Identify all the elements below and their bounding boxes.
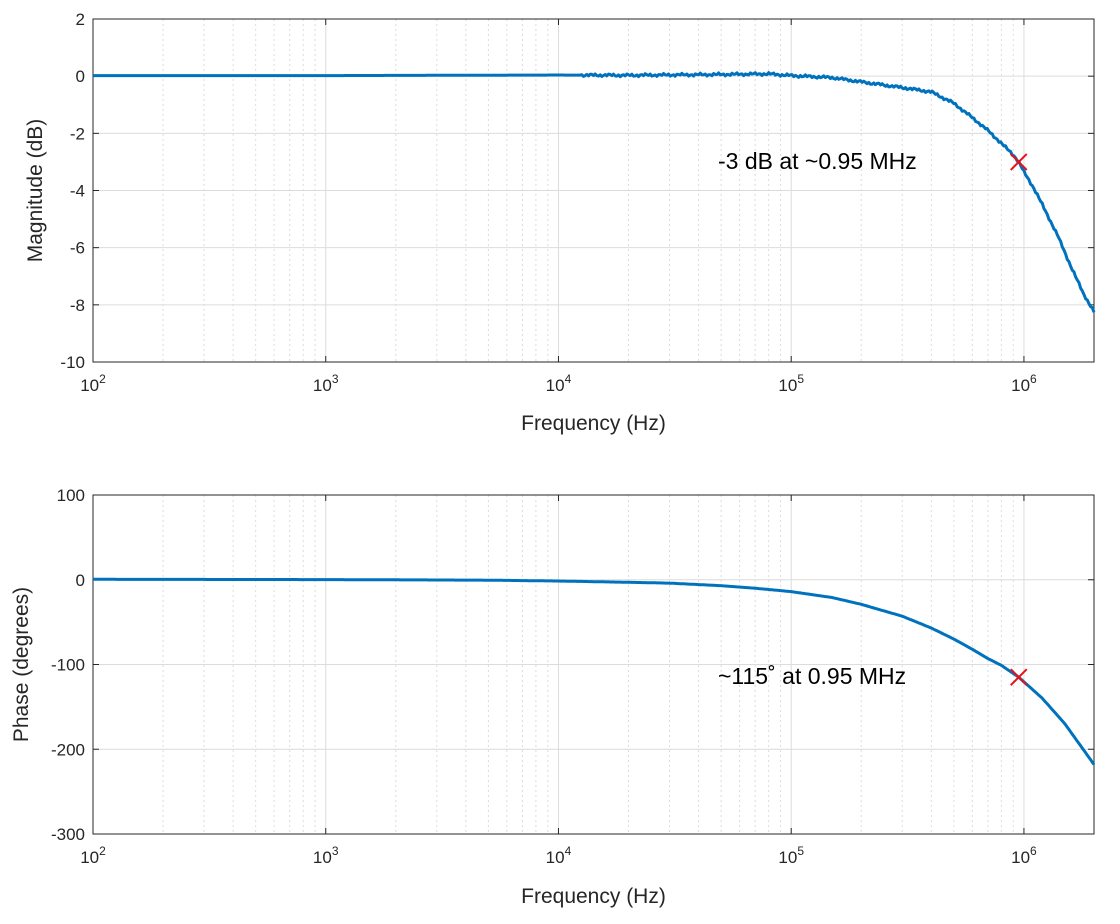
annotation-label: -3 dB at ~0.95 MHz: [718, 148, 917, 174]
x-tick-label: 105: [778, 844, 804, 867]
x-tick-label: 106: [1011, 372, 1037, 395]
y-tick-label: 0: [76, 571, 85, 590]
annotation-x-marker: [1010, 668, 1028, 686]
x-tick-label: 104: [546, 372, 572, 395]
y-tick-label: 0: [76, 67, 85, 86]
magnitude-series-line: [93, 71, 1096, 313]
y-tick-label: -300: [51, 825, 85, 844]
annotation-x-marker: [1010, 153, 1028, 171]
y-axis-label: Magnitude (dB): [24, 119, 47, 263]
y-tick-label: -100: [51, 656, 85, 675]
x-tick-label: 102: [80, 372, 106, 395]
x-axis-label: Frequency (Hz): [521, 885, 666, 908]
x-tick-label: 103: [313, 844, 339, 867]
y-tick-label: -8: [70, 296, 85, 315]
x-tick-label: 103: [313, 372, 339, 395]
x-marker-stroke: [1010, 153, 1028, 171]
y-tick-label: -200: [51, 740, 85, 759]
x-marker-stroke: [1010, 668, 1028, 686]
y-tick-label: 2: [76, 10, 85, 29]
y-tick-label: -10: [60, 353, 85, 372]
x-tick-label: 106: [1011, 844, 1037, 867]
y-tick-label: -6: [70, 239, 85, 258]
x-tick-label: 105: [778, 372, 804, 395]
x-tick-label: 104: [546, 844, 572, 867]
y-axis-label: Phase (degrees): [10, 587, 33, 742]
y-tick-label: 100: [57, 486, 85, 505]
phase-series-line: [93, 577, 1096, 766]
x-tick-label: 102: [80, 844, 106, 867]
y-tick-label: -4: [70, 182, 85, 201]
annotation-label: ~115˚ at 0.95 MHz: [718, 663, 906, 689]
y-tick-label: -2: [70, 124, 85, 143]
x-axis-label: Frequency (Hz): [521, 412, 666, 435]
